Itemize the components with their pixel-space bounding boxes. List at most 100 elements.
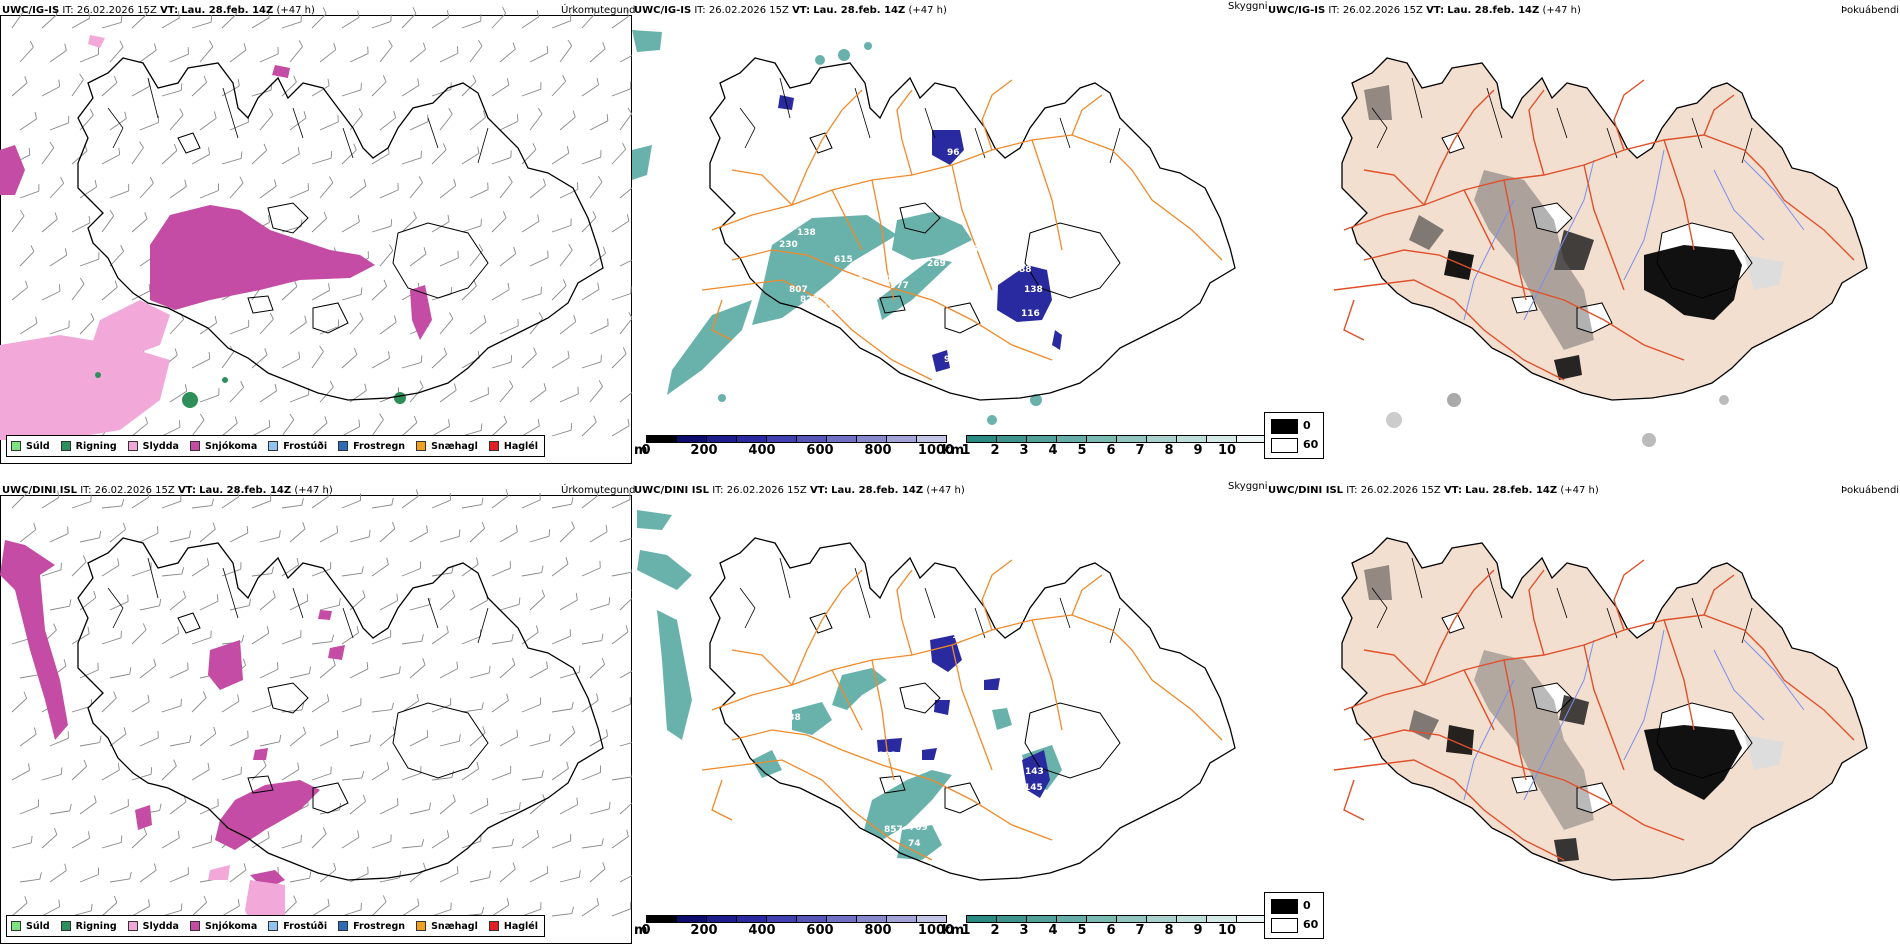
wind-barb [469, 393, 489, 403]
wind-barb-flag [386, 762, 390, 770]
colorbar-segment [967, 436, 997, 442]
colorbar-strip [646, 435, 947, 443]
wind-barb [311, 13, 327, 29]
road [831, 189, 863, 251]
road [1423, 89, 1495, 206]
wind-barb-flag [442, 143, 447, 151]
road [951, 644, 993, 771]
wind-barb-flag [189, 735, 192, 743]
precip-type-panel: UWC/IG-IS IT: 26.02.2026 15Z VT: Lau. 28… [0, 0, 636, 465]
wind-barb-flag [477, 146, 480, 154]
it-label: IT: [1328, 5, 1340, 16]
colorbar-tick: 7 [1135, 443, 1145, 458]
wind-barb [379, 672, 400, 679]
wind-barb-flag [178, 420, 181, 428]
wind-barb [161, 573, 182, 577]
wind-barb [409, 664, 426, 679]
wind-barb [101, 565, 120, 577]
wind-barb [401, 157, 422, 165]
wind-barb-flag [142, 623, 147, 631]
peak-label: 230 [779, 240, 798, 250]
wind-barb [19, 118, 37, 131]
road [1343, 299, 1365, 341]
fog-shading [1364, 85, 1784, 447]
wind-barb-flag [447, 214, 450, 222]
precip-legend-label: Frostregn [353, 920, 406, 932]
fjord-lines [739, 77, 1121, 164]
wind-barb [41, 86, 60, 97]
colorbar-segment [1147, 436, 1177, 442]
wind-barb-flag [184, 179, 187, 187]
wind-barb [589, 120, 609, 131]
wind-barb [341, 500, 361, 509]
wind-barb-flag [421, 634, 424, 642]
wind-barb [109, 805, 129, 815]
wind-barb-flag [458, 734, 461, 742]
colorbar-segment [1117, 916, 1147, 922]
fog-legend: 0 60 [1264, 412, 1324, 459]
wind-barb [611, 293, 632, 301]
road [1071, 574, 1103, 616]
wind-barb [169, 873, 189, 883]
wind-barb [611, 571, 632, 577]
wind-barb-flag [182, 590, 186, 598]
peak-label: 587 [972, 245, 991, 255]
wind-barb [71, 705, 92, 713]
wind-barb-flag [626, 829, 629, 837]
wind-barb-flag [88, 11, 90, 19]
wind-barb [199, 117, 217, 131]
wind-barb [259, 318, 274, 335]
fog-panel-title: Þokuábendi [1841, 5, 1900, 16]
wind-barb-flag [515, 525, 518, 533]
wind-barb-flag [69, 803, 72, 811]
colorbar-tick: 800 [864, 923, 892, 938]
wind-barb [559, 804, 578, 815]
wind-barb [469, 321, 487, 335]
peak-label: 137 [857, 271, 876, 281]
wind-barb [109, 673, 130, 679]
colorbar-segment [1177, 916, 1207, 922]
wind-barb-flag [202, 691, 207, 699]
wind-barb [49, 183, 64, 199]
wind-barb-flag [22, 487, 27, 495]
glacier-fill [1512, 776, 1537, 793]
wind-barb [199, 528, 216, 543]
wind-barb [529, 535, 550, 543]
precip-legend-swatch [488, 441, 499, 451]
colorbar-segment [647, 916, 677, 922]
wind-barb [229, 387, 244, 403]
wind-barb [529, 389, 547, 403]
glacier-outline [944, 782, 981, 814]
lead-time: (+47 h) [926, 485, 965, 496]
wind-barb-flag [28, 147, 31, 155]
wind-barb [371, 636, 391, 645]
wind-barb [79, 537, 100, 543]
road [711, 299, 733, 341]
wind-barb-flag [306, 593, 309, 601]
wind-barb [221, 351, 235, 369]
wind-barb [409, 386, 424, 403]
precip-legend-swatch [338, 441, 349, 451]
wind-barb [619, 802, 632, 815]
wind-barb [101, 22, 122, 29]
it-value: 26.02.2026 15Z [726, 485, 807, 496]
road [1333, 279, 1565, 381]
wind-barb [311, 157, 332, 165]
wind-barb-flag [302, 726, 306, 734]
wind-barb [109, 190, 129, 199]
glacier-outline [899, 202, 941, 234]
wind-barb [161, 633, 180, 645]
wind-barb-flag [58, 284, 61, 292]
peak-label: 97 [952, 703, 965, 713]
wind-barb [409, 736, 429, 747]
wind-barb [529, 740, 550, 747]
wind-barb [529, 667, 548, 679]
visibility-map: 162 148 134 538 84 97 223 223 143 145 857 709 74 348 [637, 510, 1236, 881]
wind-barb-flag [279, 734, 282, 742]
peak-label: 658 [965, 277, 984, 287]
wind-barb [221, 422, 238, 437]
wind-barb [529, 800, 546, 815]
wind-barb-flag [240, 380, 245, 388]
wind-barb [281, 841, 302, 849]
wind-barb [311, 218, 327, 233]
